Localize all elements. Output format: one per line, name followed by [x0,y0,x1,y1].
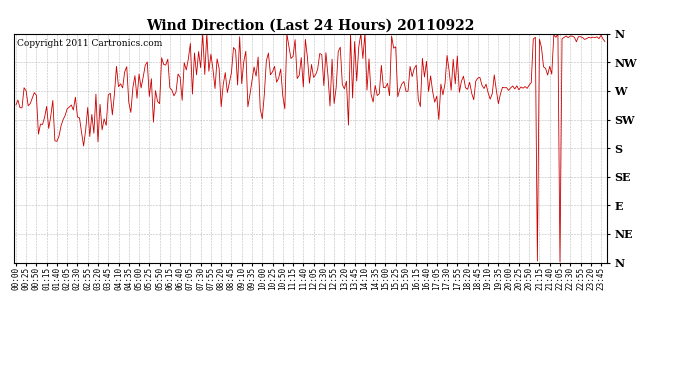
Text: Copyright 2011 Cartronics.com: Copyright 2011 Cartronics.com [17,39,162,48]
Title: Wind Direction (Last 24 Hours) 20110922: Wind Direction (Last 24 Hours) 20110922 [146,19,475,33]
